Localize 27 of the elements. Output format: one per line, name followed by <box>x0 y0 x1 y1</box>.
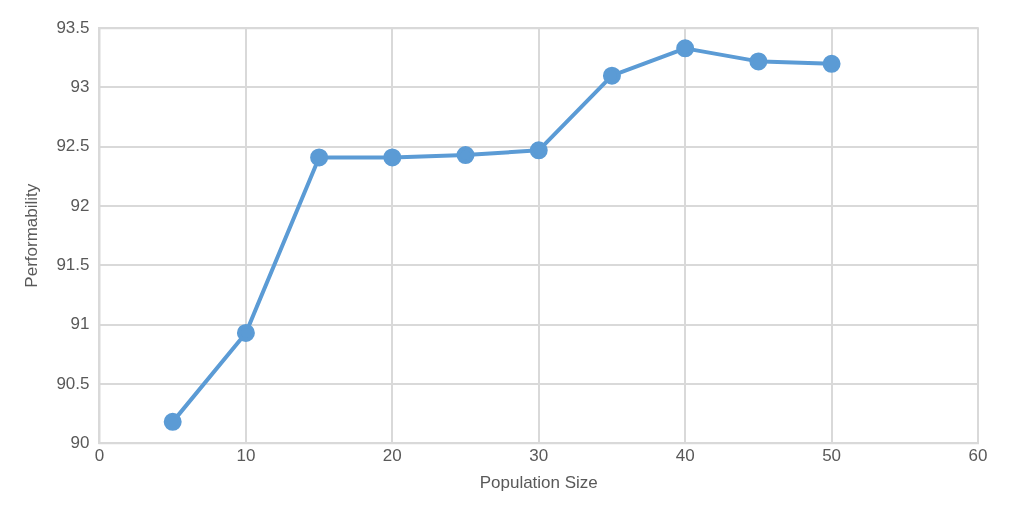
point <box>310 148 329 167</box>
point <box>163 412 182 431</box>
point <box>602 66 621 85</box>
x-tick-label: 20 <box>382 446 402 466</box>
y-axis-title: Performability <box>21 183 41 288</box>
point <box>822 54 841 73</box>
point <box>676 39 695 58</box>
y-tick-label: 93 <box>70 77 90 97</box>
y-tick-label: 92 <box>70 195 90 215</box>
point <box>236 323 255 342</box>
point <box>383 148 402 167</box>
y-tick-label: 93.5 <box>56 17 90 37</box>
point <box>749 52 768 71</box>
point <box>529 141 548 160</box>
y-tick-label: 90.5 <box>56 373 90 393</box>
y-tick-label: 91 <box>70 314 90 334</box>
y-tick-label: 92.5 <box>56 136 90 156</box>
x-tick-label: 40 <box>675 446 695 466</box>
x-tick-label: 60 <box>968 446 988 466</box>
x-tick-label: 10 <box>236 446 256 466</box>
y-tick-label: 91.5 <box>56 255 90 275</box>
x-tick-label: 30 <box>529 446 549 466</box>
point <box>456 146 475 165</box>
x-tick-label: 50 <box>822 446 842 466</box>
x-tick-label: 0 <box>94 446 105 466</box>
x-axis-title: Population Size <box>479 473 598 493</box>
y-tick-label: 90 <box>70 432 90 452</box>
